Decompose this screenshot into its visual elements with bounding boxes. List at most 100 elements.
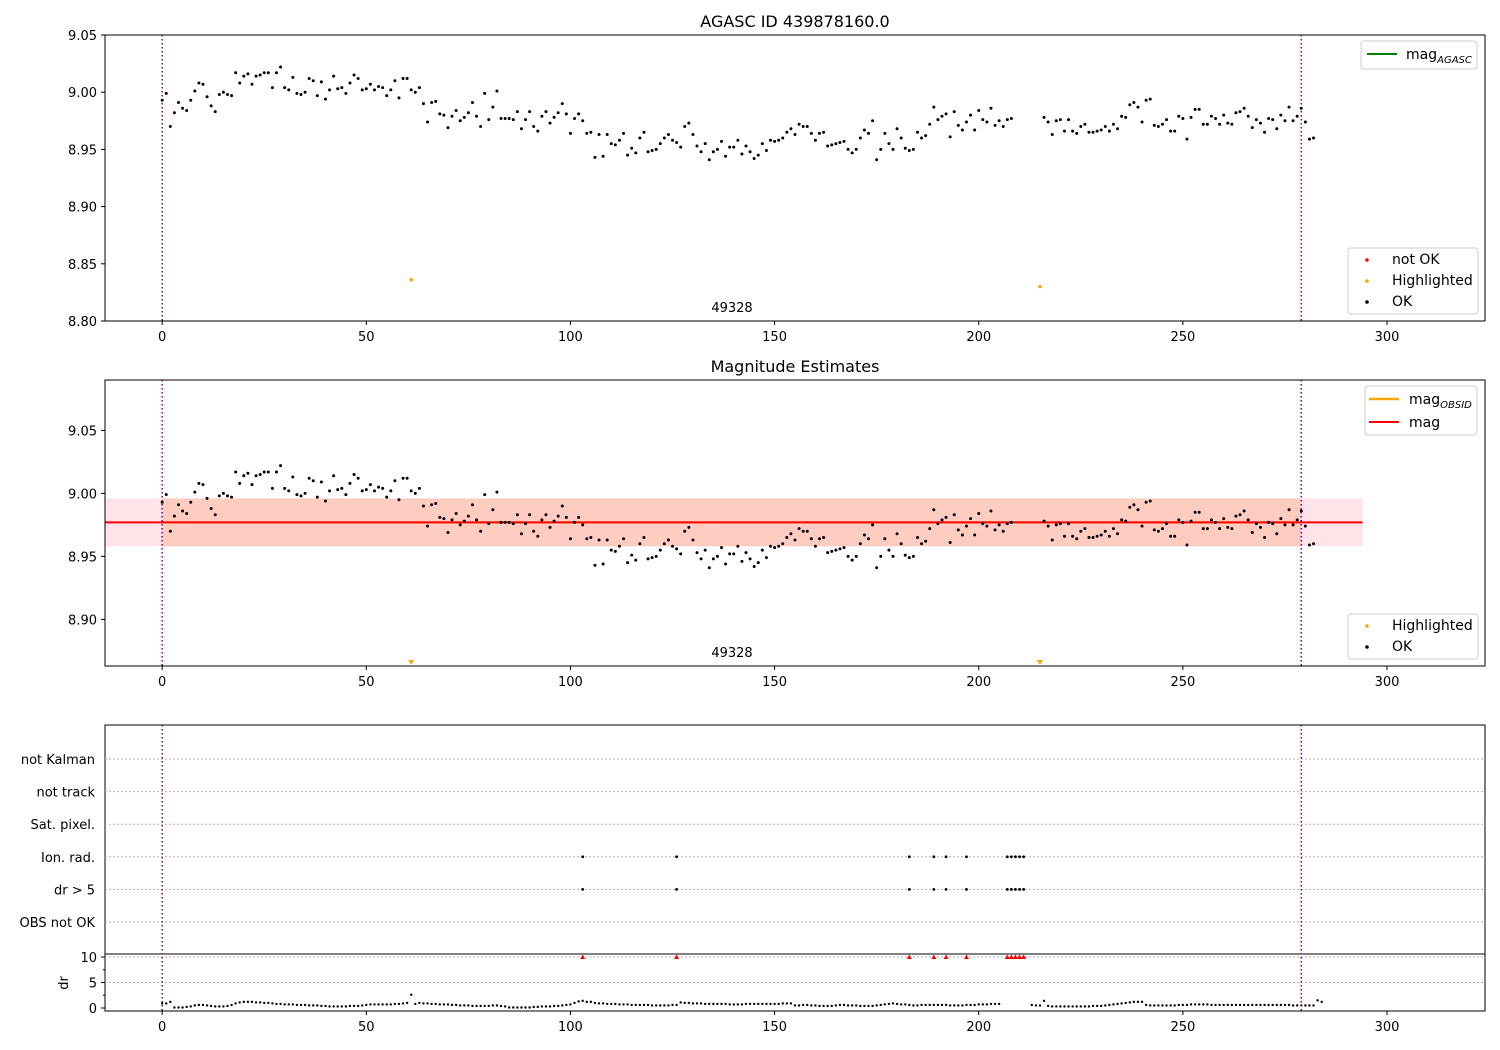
ok-point (409, 88, 413, 92)
ok-point (213, 110, 217, 114)
ok-point (1071, 534, 1075, 538)
dr-point (973, 1003, 976, 1007)
dr-point (642, 1003, 646, 1007)
dr-point (916, 1004, 919, 1007)
ok-point (928, 527, 932, 531)
magnitude-estimates-panel: Magnitude Estimates 0 50 100 150 200 250 300 8.… (68, 357, 1486, 690)
dr-point (340, 1005, 344, 1008)
ok-point (964, 120, 968, 124)
ok-point (707, 158, 711, 162)
ok-point (458, 119, 462, 123)
dr-point (1312, 1004, 1315, 1007)
ok-point (430, 100, 434, 104)
dr-point (1185, 1003, 1189, 1007)
ok-point (168, 125, 172, 129)
ok-point (1222, 517, 1226, 521)
highlighted-point (1038, 284, 1042, 289)
legend-marker-highlighted (1365, 279, 1369, 283)
ok-point (466, 514, 470, 518)
y-tick-label: 8.90 (68, 201, 97, 216)
dr-point (189, 1005, 192, 1008)
dr-point (356, 1004, 360, 1008)
ok-point (854, 147, 858, 151)
ok-point (1116, 532, 1120, 536)
ok-point (1226, 121, 1230, 125)
ok-point (397, 96, 401, 100)
ok-point (801, 529, 805, 533)
ok-point (1173, 534, 1177, 538)
ok-point (266, 71, 270, 75)
flag-point (944, 888, 948, 891)
ok-point (234, 470, 238, 474)
legend-box (1347, 613, 1479, 660)
ok-point (274, 470, 278, 474)
ok-point (189, 98, 193, 102)
ok-point (764, 149, 768, 153)
ok-point (781, 542, 785, 546)
ok-point (507, 520, 511, 524)
ok-point (1083, 122, 1087, 126)
ok-point (283, 486, 287, 490)
ok-point (736, 544, 740, 548)
ok-point (842, 139, 846, 143)
ok-point (336, 87, 340, 91)
ok-point (1054, 523, 1058, 527)
dr-point (222, 1005, 225, 1008)
ok-point (1218, 122, 1222, 126)
ok-point (1107, 534, 1111, 538)
dr-point (920, 1003, 923, 1007)
ok-point (1169, 129, 1173, 133)
ok-point (340, 486, 344, 490)
ok-point (1095, 129, 1099, 133)
dr-point (687, 1001, 691, 1005)
ok-point (503, 520, 507, 524)
ok-point (654, 147, 658, 151)
ok-point (744, 144, 748, 148)
ok-point (287, 88, 291, 92)
ok-point (977, 512, 981, 516)
ok-point (915, 130, 919, 134)
ok-point (336, 488, 340, 492)
ok-point (613, 549, 617, 553)
ok-point (993, 528, 997, 532)
flag-point (965, 855, 968, 859)
dr-point (859, 1004, 862, 1008)
dr-point (283, 1003, 286, 1006)
ok-point (728, 145, 732, 149)
ok-point (503, 117, 507, 121)
ok-point (213, 513, 217, 517)
dr-point (671, 1003, 674, 1007)
ok-point (879, 554, 883, 558)
dr-point (1161, 1004, 1164, 1007)
ok-point (740, 152, 744, 156)
ok-point (270, 86, 274, 90)
ok-point (1185, 543, 1189, 547)
dr-point (332, 1005, 335, 1008)
dr-point (675, 1003, 678, 1007)
dr-point (405, 1001, 409, 1005)
ok-point (434, 501, 438, 505)
ok-point (332, 474, 336, 478)
ok-point (430, 503, 434, 507)
ok-point (532, 529, 536, 533)
ok-point (328, 489, 332, 493)
dr-point (997, 1002, 1001, 1006)
ok-point (160, 98, 164, 102)
dr-point (695, 1002, 699, 1005)
ok-point (826, 144, 830, 148)
dr-point (634, 1003, 637, 1007)
dr-point (1153, 1004, 1156, 1007)
dr-point (801, 1003, 805, 1007)
dr-point (777, 1002, 780, 1006)
dr-point (303, 1003, 307, 1007)
ok-point (1283, 523, 1287, 527)
ok-point (920, 136, 924, 140)
dr-point (957, 1004, 960, 1007)
ok-point (760, 142, 764, 146)
ok-point (736, 138, 740, 142)
ok-point (964, 524, 968, 528)
dr-point (401, 1002, 405, 1005)
ok-point (858, 542, 862, 546)
ok-point (1189, 115, 1193, 119)
dr-point (814, 1004, 817, 1007)
